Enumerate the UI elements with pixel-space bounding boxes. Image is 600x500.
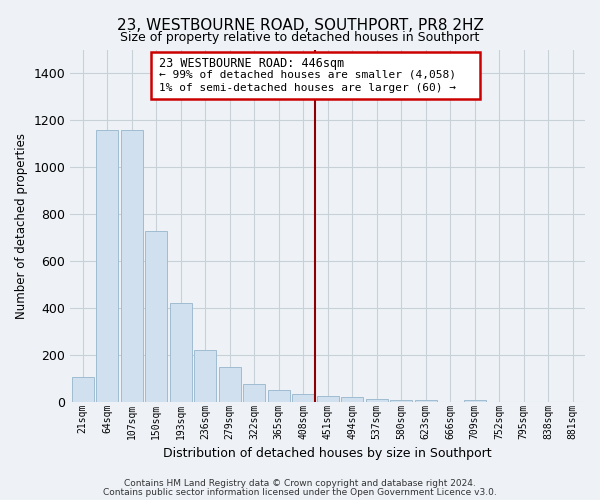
Text: 23 WESTBOURNE ROAD: 446sqm: 23 WESTBOURNE ROAD: 446sqm: [158, 57, 344, 70]
Text: 1% of semi-detached houses are larger (60) →: 1% of semi-detached houses are larger (6…: [158, 83, 455, 93]
Bar: [170, 304, 191, 402]
Text: 23, WESTBOURNE ROAD, SOUTHPORT, PR8 2HZ: 23, WESTBOURNE ROAD, SOUTHPORT, PR8 2HZ: [116, 18, 484, 32]
Bar: [121, 130, 143, 402]
Bar: [365, 398, 388, 402]
Bar: [145, 230, 167, 402]
Text: Contains public sector information licensed under the Open Government Licence v3: Contains public sector information licen…: [103, 488, 497, 497]
Text: Size of property relative to detached houses in Southport: Size of property relative to detached ho…: [121, 31, 479, 44]
Bar: [415, 400, 437, 402]
Bar: [464, 400, 486, 402]
Bar: [194, 350, 216, 402]
Bar: [71, 377, 94, 402]
Text: Contains HM Land Registry data © Crown copyright and database right 2024.: Contains HM Land Registry data © Crown c…: [124, 479, 476, 488]
Bar: [390, 400, 412, 402]
Bar: [218, 367, 241, 402]
Bar: [268, 390, 290, 402]
Bar: [96, 130, 118, 402]
Bar: [243, 384, 265, 402]
X-axis label: Distribution of detached houses by size in Southport: Distribution of detached houses by size …: [163, 447, 492, 460]
Y-axis label: Number of detached properties: Number of detached properties: [15, 133, 28, 319]
Bar: [341, 398, 363, 402]
Text: ← 99% of detached houses are smaller (4,058): ← 99% of detached houses are smaller (4,…: [158, 70, 455, 80]
FancyBboxPatch shape: [151, 52, 479, 100]
Bar: [292, 394, 314, 402]
Bar: [317, 396, 338, 402]
